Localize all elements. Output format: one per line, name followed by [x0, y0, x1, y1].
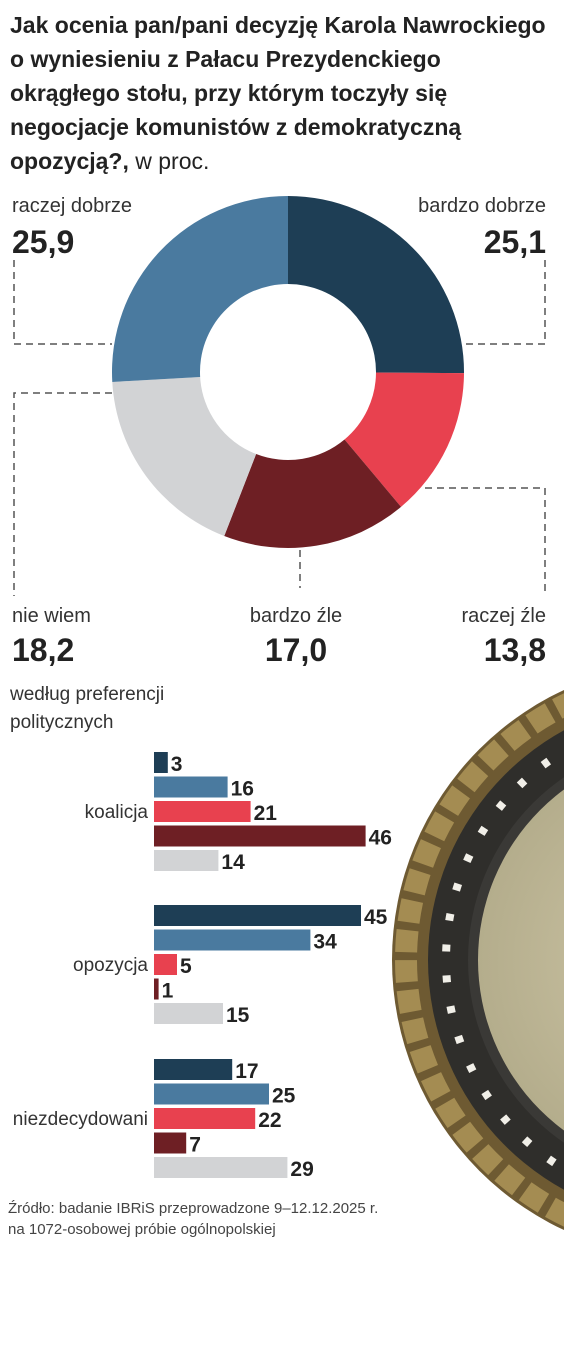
- bar-value-label: 46: [369, 827, 392, 850]
- bar-value-label: 5: [180, 955, 192, 978]
- label-raczej-dobrze-name: raczej dobrze: [12, 195, 132, 217]
- label-bardzo-dobrze-name: bardzo dobrze: [418, 195, 546, 217]
- bar-opozycja-2: [154, 954, 177, 975]
- group-label-niezdecydowani: niezdecydowani: [13, 1109, 148, 1130]
- bar-value-label: 14: [221, 851, 245, 874]
- bar-value-label: 3: [171, 753, 183, 776]
- leader-nie-wiem: [13, 392, 112, 596]
- bar-niezdecydowani-0: [154, 1059, 233, 1080]
- donut-slice-raczej-dobrze: [111, 196, 288, 382]
- title-main: Jak ocenia pan/pani decyzję Karola Nawro…: [10, 12, 546, 174]
- label-bardzo-dobrze-value: 25,1: [484, 224, 546, 260]
- bar-niezdecydowani-1: [154, 1083, 269, 1105]
- leader-lines: [13, 260, 546, 596]
- bar-value-label: 1: [162, 980, 174, 1003]
- donut-slice-nie-wiem: [112, 376, 257, 537]
- label-raczej-dobrze-value: 25,9: [12, 224, 74, 260]
- label-nie-wiem-value: 18,2: [12, 632, 74, 668]
- bar-value-label: 25: [272, 1085, 296, 1108]
- bar-koalicja-2: [154, 801, 251, 822]
- bar-opozycja-0: [154, 905, 361, 926]
- bar-koalicja-0: [154, 752, 168, 773]
- bar-value-label: 22: [258, 1109, 281, 1132]
- bars-heading: według preferencji politycznych: [9, 684, 169, 733]
- donut-chart: [111, 196, 464, 548]
- group-label-opozycja: opozycja: [73, 955, 148, 976]
- bar-niezdecydowani-3: [154, 1132, 187, 1154]
- bar-value-label: 34: [313, 931, 337, 954]
- label-bardzo-zle-value: 17,0: [265, 632, 327, 668]
- label-bardzo-zle-name: bardzo źle: [250, 605, 342, 627]
- bar-value-label: 15: [226, 1004, 250, 1027]
- chart-title: Jak ocenia pan/pani decyzję Karola Nawro…: [10, 8, 555, 178]
- group-label-koalicja: koalicja: [85, 802, 149, 823]
- label-raczej-zle-value: 13,8: [484, 632, 546, 668]
- bar-opozycja-3: [154, 978, 159, 1000]
- donut-labels: raczej dobrze 25,9 bardzo dobrze 25,1 ni…: [12, 195, 546, 668]
- donut-slice-bardzo-dobrze: [288, 196, 464, 374]
- bar-opozycja-4: [154, 1003, 223, 1024]
- leader-raczej-zle: [425, 487, 546, 596]
- leader-raczej-dobrze: [13, 260, 112, 345]
- label-nie-wiem-name: nie wiem: [12, 605, 91, 627]
- bar-value-label: 16: [231, 778, 254, 801]
- bar-niezdecydowani-4: [154, 1157, 288, 1178]
- source-line-2: na 1072-osobowej próbie ogólnopolskiej: [8, 1221, 276, 1238]
- bar-value-label: 7: [189, 1134, 201, 1157]
- source-note: Źródło: badanie IBRiS przeprowadzone 9–1…: [8, 1198, 528, 1240]
- donut-slice-bardzo-źle: [224, 439, 402, 548]
- bar-koalicja-3: [154, 825, 366, 847]
- title-unit: w proc.: [128, 148, 210, 174]
- bar-niezdecydowani-2: [154, 1108, 256, 1129]
- bar-koalicja-4: [154, 850, 219, 871]
- bar-value-label: 21: [254, 802, 278, 825]
- bar-value-label: 17: [235, 1060, 258, 1083]
- leader-bardzo-dobrze: [462, 260, 546, 345]
- bar-value-label: 45: [364, 906, 388, 929]
- bar-koalicja-1: [154, 776, 228, 798]
- bar-opozycja-1: [154, 929, 311, 951]
- label-raczej-zle-name: raczej źle: [462, 605, 546, 627]
- bar-value-label: 29: [290, 1158, 313, 1181]
- donut-slice-raczej-źle: [344, 372, 464, 507]
- source-line-1: Źródło: badanie IBRiS przeprowadzone 9–1…: [8, 1200, 379, 1217]
- round-table-photo: [392, 690, 564, 1230]
